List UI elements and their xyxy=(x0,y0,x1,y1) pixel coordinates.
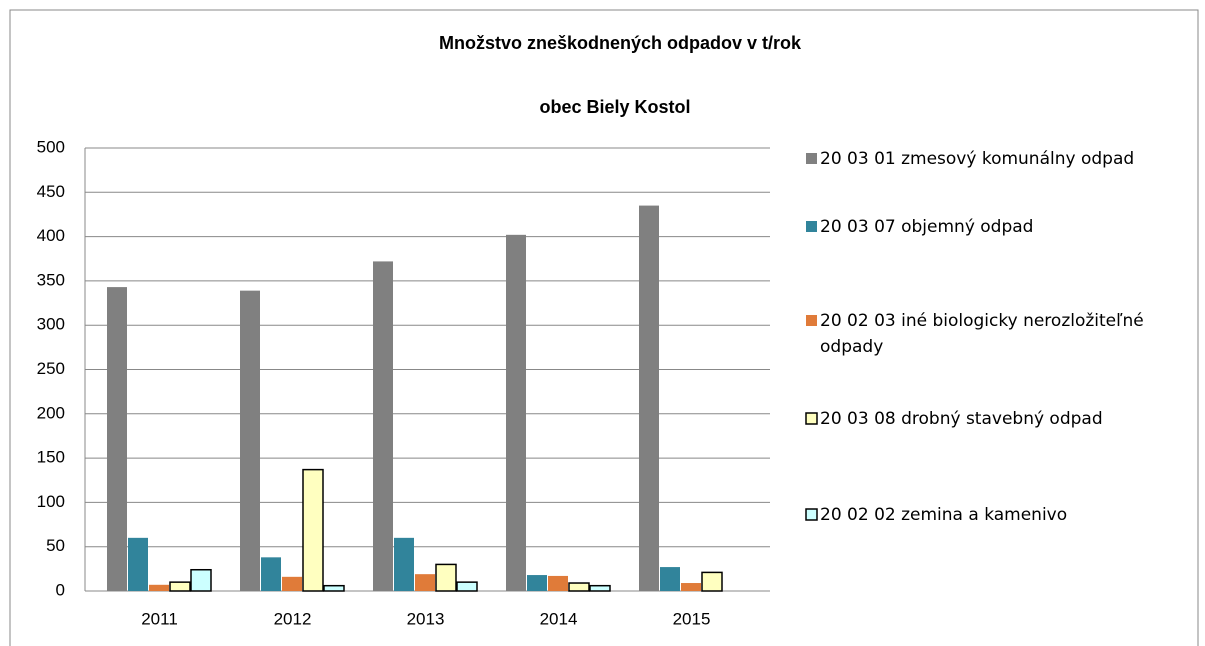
y-tick-label: 150 xyxy=(37,448,65,467)
bar xyxy=(660,567,680,591)
bar xyxy=(701,571,723,592)
bar xyxy=(302,468,324,592)
bar xyxy=(149,584,169,591)
bar xyxy=(240,290,260,591)
y-tick-label: 300 xyxy=(37,315,65,334)
legend-label: 20 03 01 zmesový komunálny odpad xyxy=(820,149,1135,169)
bar xyxy=(456,581,478,592)
bar xyxy=(373,261,393,591)
legend-item: 20 02 03 iné biologicky nerozložiteľné o… xyxy=(820,311,1144,357)
chart-subtitle: obec Biely Kostol xyxy=(539,97,690,117)
bar xyxy=(394,537,414,591)
y-tick-label: 50 xyxy=(46,536,65,555)
x-tick-label: 2014 xyxy=(540,609,578,628)
bar xyxy=(527,575,547,591)
legend-item: 20 03 01 zmesový komunálny odpad xyxy=(820,149,1135,169)
legend-label: 20 03 08 drobný stavebný odpad xyxy=(820,409,1103,429)
chart-title: Množstvo zneškodnených odpadov v t/rok xyxy=(439,33,802,53)
legend-swatch xyxy=(805,412,818,425)
legend-item: 20 03 07 objemný odpad xyxy=(820,217,1034,237)
legend-swatch xyxy=(806,315,817,326)
bar xyxy=(639,205,659,591)
bar xyxy=(128,537,148,591)
legend-swatch xyxy=(806,153,817,164)
bar xyxy=(589,584,611,592)
x-tick-label: 2012 xyxy=(274,609,312,628)
y-tick-label: 250 xyxy=(37,359,65,378)
legend-swatch xyxy=(805,508,818,521)
x-tick-label: 2011 xyxy=(141,609,178,628)
chart-frame xyxy=(9,9,1199,646)
y-tick-label: 0 xyxy=(56,580,65,599)
y-tick-label: 500 xyxy=(37,137,65,156)
bar xyxy=(568,582,590,592)
bar xyxy=(415,574,435,591)
bar xyxy=(548,575,568,591)
legend-label: 20 02 02 zemina a kamenivo xyxy=(820,505,1068,525)
bar xyxy=(435,563,457,592)
x-tick-label: 2013 xyxy=(407,609,445,628)
y-tick-label: 350 xyxy=(37,270,65,289)
legend-swatch xyxy=(806,221,817,232)
legend-item: 20 02 02 zemina a kamenivo xyxy=(820,505,1068,525)
bar xyxy=(190,568,212,592)
y-tick-label: 100 xyxy=(37,492,65,511)
bar xyxy=(681,583,701,591)
legend-item: 20 03 08 drobný stavebný odpad xyxy=(820,409,1103,429)
bar xyxy=(261,557,281,591)
legend-label: 20 02 03 iné biologicky nerozložiteľné o… xyxy=(820,311,1144,357)
bar xyxy=(107,287,127,591)
x-tick-label: 2015 xyxy=(673,609,711,628)
bar xyxy=(169,581,191,592)
bar xyxy=(323,584,345,592)
y-tick-label: 400 xyxy=(37,226,65,245)
bar xyxy=(506,234,526,591)
y-tick-label: 450 xyxy=(37,182,65,201)
legend-label: 20 03 07 objemný odpad xyxy=(820,217,1034,237)
y-tick-label: 200 xyxy=(37,403,65,422)
bar xyxy=(282,576,302,591)
